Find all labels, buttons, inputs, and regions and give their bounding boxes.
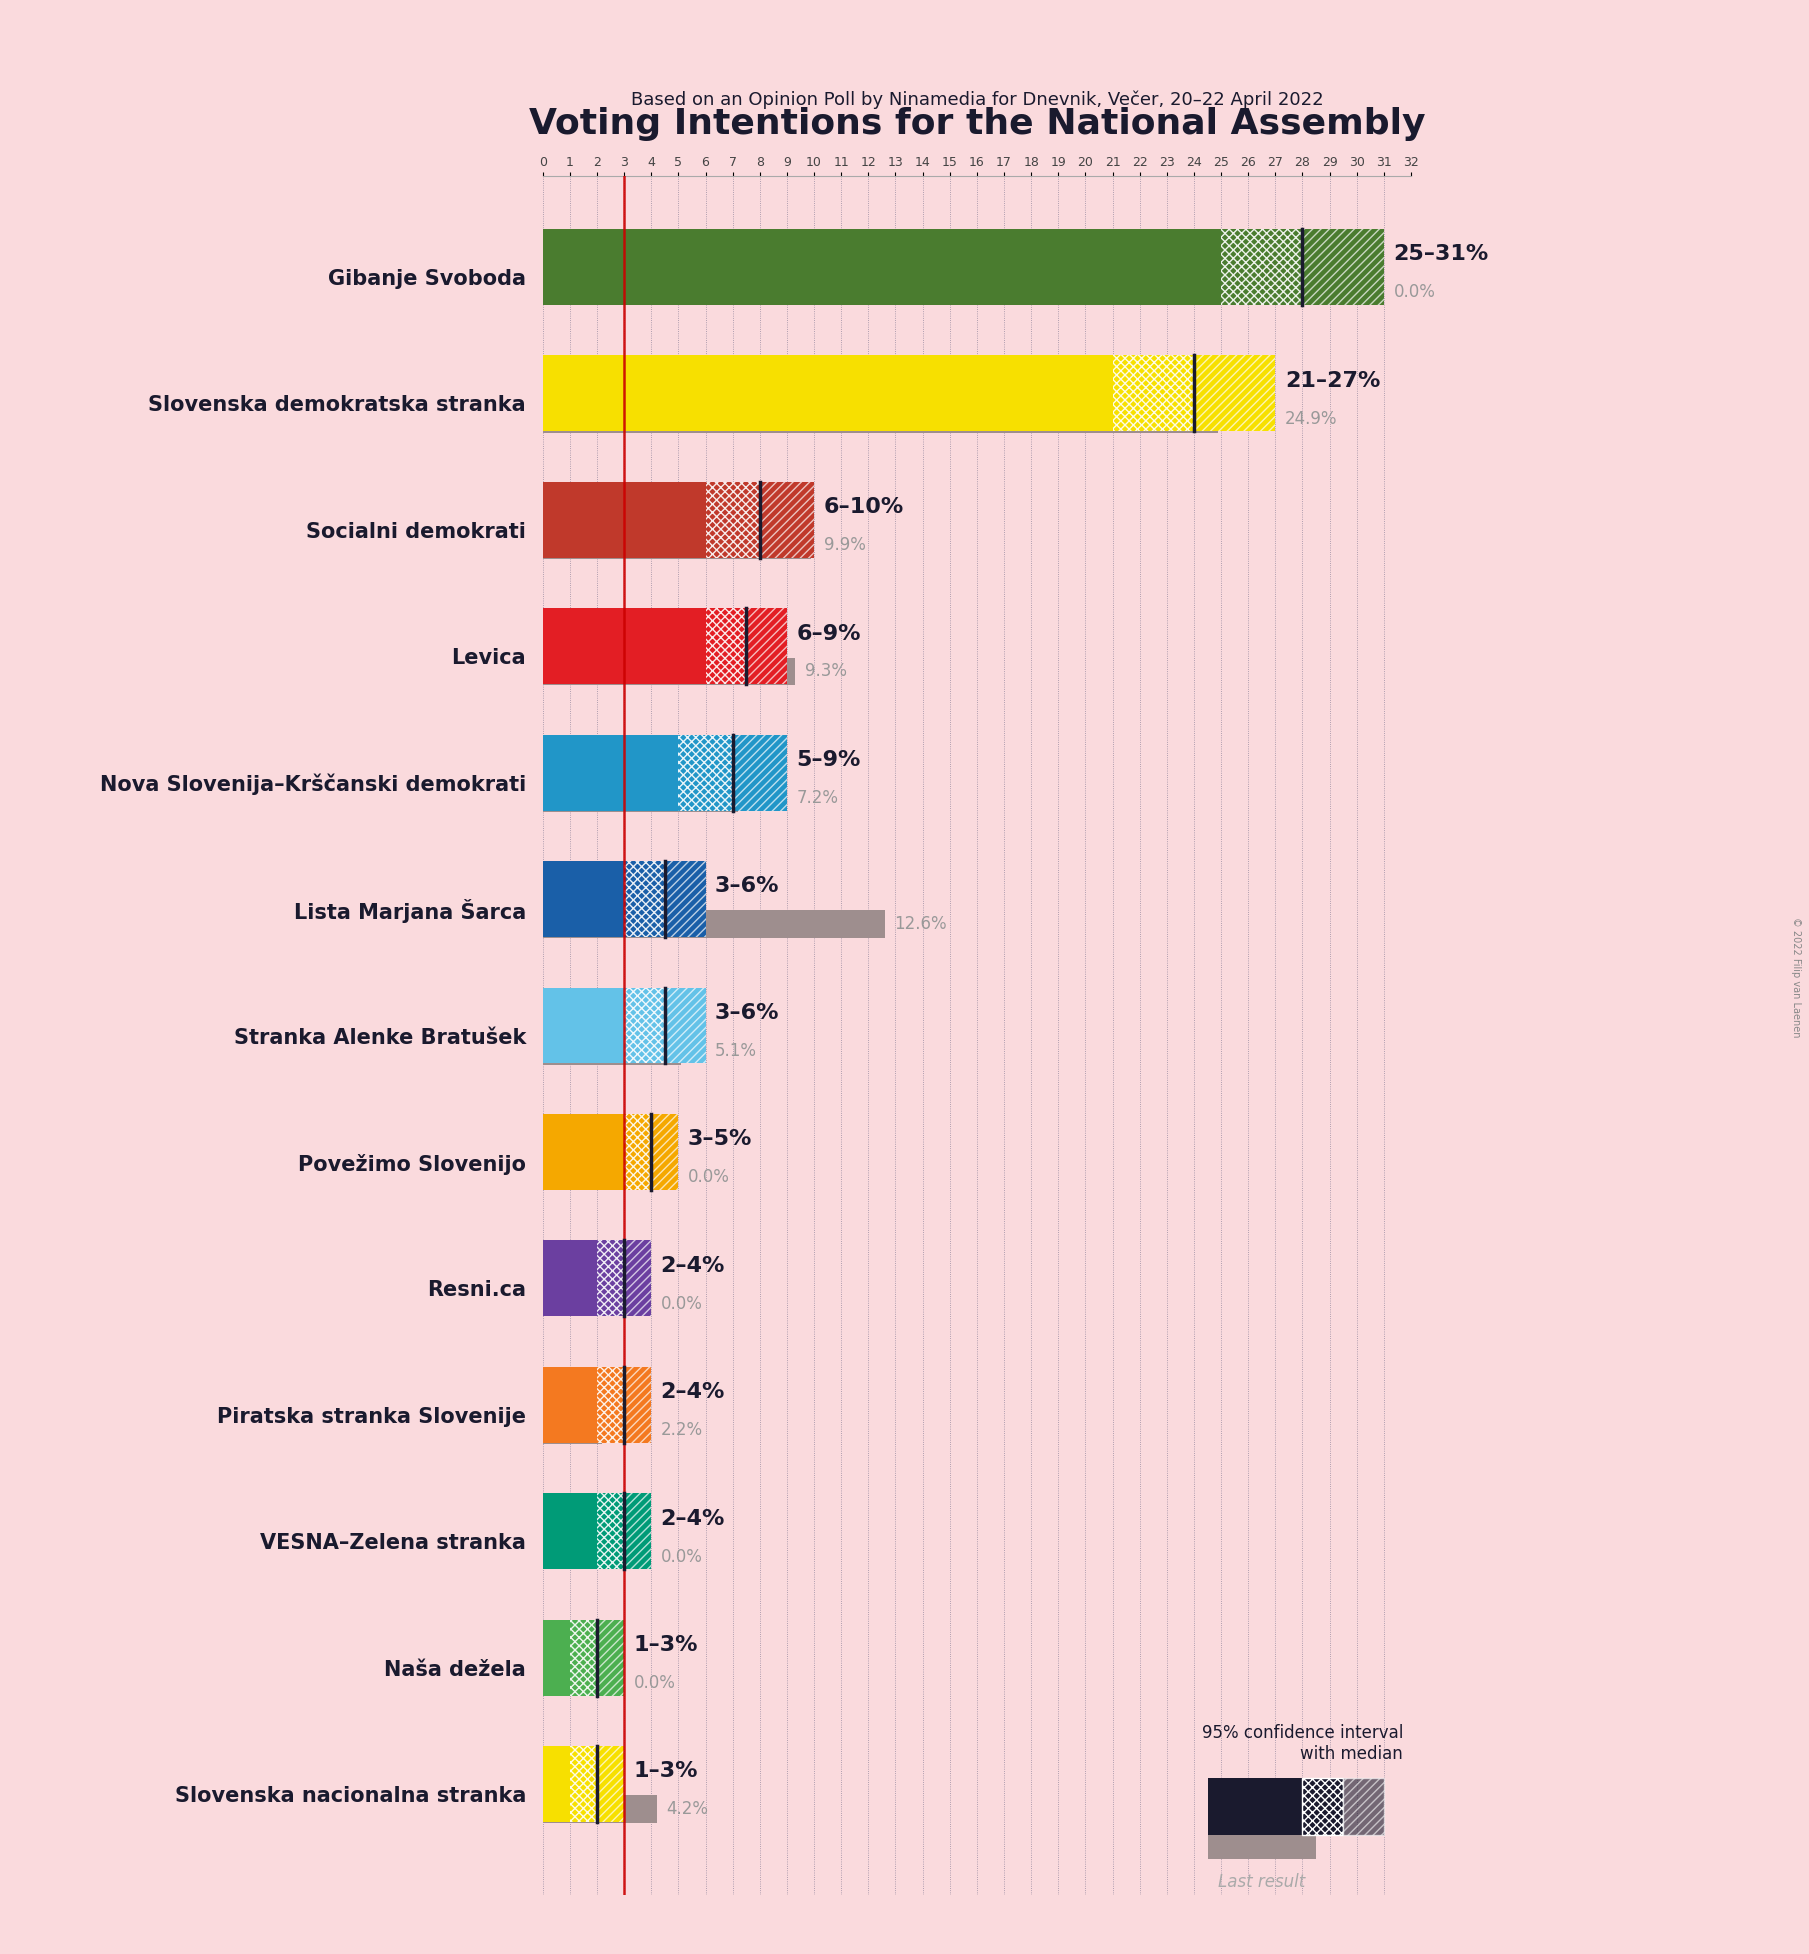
- Bar: [706, 483, 760, 557]
- Bar: [1113, 356, 1194, 432]
- Bar: [1302, 229, 1384, 305]
- Bar: [543, 229, 1384, 305]
- Bar: [1221, 229, 1302, 305]
- Text: 1–3%: 1–3%: [633, 1635, 698, 1655]
- Bar: [664, 862, 706, 938]
- Bar: [543, 911, 885, 938]
- Bar: [543, 784, 738, 811]
- Bar: [543, 356, 1275, 432]
- Bar: [624, 1241, 651, 1317]
- Text: 0.0%: 0.0%: [687, 1168, 729, 1186]
- Bar: [543, 1241, 651, 1317]
- Bar: [543, 1747, 624, 1821]
- Bar: [543, 608, 787, 684]
- Text: © 2022 Filip van Laenen: © 2022 Filip van Laenen: [1791, 916, 1802, 1038]
- Bar: [624, 862, 664, 938]
- Bar: [543, 1493, 651, 1569]
- Bar: [624, 1368, 651, 1442]
- Text: 3–6%: 3–6%: [715, 877, 780, 897]
- Text: 0.0%: 0.0%: [660, 1548, 702, 1565]
- Text: 6–10%: 6–10%: [823, 496, 904, 518]
- Bar: [1208, 1778, 1302, 1835]
- Text: 0.0%: 0.0%: [633, 1675, 675, 1692]
- Bar: [543, 1620, 624, 1696]
- Text: 5–9%: 5–9%: [796, 750, 861, 770]
- Bar: [543, 404, 1219, 432]
- Bar: [624, 1114, 651, 1190]
- Text: 5.1%: 5.1%: [715, 1041, 756, 1059]
- Bar: [543, 1114, 678, 1190]
- Text: 2–4%: 2–4%: [660, 1381, 725, 1403]
- Bar: [543, 987, 706, 1063]
- Bar: [1194, 356, 1275, 432]
- Bar: [706, 608, 745, 684]
- Text: 21–27%: 21–27%: [1284, 371, 1380, 391]
- Text: 1–3%: 1–3%: [633, 1761, 698, 1782]
- Bar: [597, 1368, 624, 1442]
- Bar: [543, 483, 814, 557]
- Text: 95% confidence interval
with median: 95% confidence interval with median: [1201, 1723, 1404, 1763]
- Text: 24.9%: 24.9%: [1284, 410, 1337, 428]
- Text: 12.6%: 12.6%: [894, 914, 946, 934]
- Bar: [597, 1241, 624, 1317]
- Bar: [543, 735, 787, 811]
- Bar: [733, 735, 787, 811]
- Bar: [543, 531, 810, 559]
- Text: 9.9%: 9.9%: [823, 535, 865, 555]
- Bar: [543, 658, 794, 686]
- Text: 2–4%: 2–4%: [660, 1508, 725, 1528]
- Text: 3–6%: 3–6%: [715, 1002, 780, 1022]
- Bar: [570, 1620, 597, 1696]
- Bar: [597, 1493, 624, 1569]
- Bar: [678, 735, 733, 811]
- Bar: [1208, 1831, 1315, 1858]
- Bar: [570, 1747, 597, 1821]
- Bar: [624, 1493, 651, 1569]
- Text: 2–4%: 2–4%: [660, 1256, 725, 1276]
- Bar: [597, 1620, 624, 1696]
- Text: 3–5%: 3–5%: [687, 1129, 753, 1149]
- Bar: [597, 1747, 624, 1821]
- Bar: [760, 483, 814, 557]
- Text: 9.3%: 9.3%: [805, 662, 847, 680]
- Bar: [543, 1368, 651, 1442]
- Bar: [664, 987, 706, 1063]
- Text: 0.0%: 0.0%: [1393, 283, 1435, 301]
- Text: 0.0%: 0.0%: [660, 1296, 702, 1313]
- Text: 25–31%: 25–31%: [1393, 244, 1489, 264]
- Bar: [543, 862, 706, 938]
- Bar: [543, 1038, 680, 1065]
- Text: 7.2%: 7.2%: [796, 789, 838, 807]
- Title: Voting Intentions for the National Assembly: Voting Intentions for the National Assem…: [528, 107, 1425, 141]
- Bar: [1302, 1778, 1342, 1835]
- Bar: [1342, 1778, 1384, 1835]
- Bar: [543, 1417, 602, 1444]
- Bar: [624, 987, 664, 1063]
- Bar: [543, 1796, 657, 1823]
- Text: 6–9%: 6–9%: [796, 623, 861, 643]
- Text: 2.2%: 2.2%: [660, 1421, 704, 1438]
- Text: 4.2%: 4.2%: [666, 1800, 707, 1819]
- Text: Last result: Last result: [1217, 1872, 1306, 1891]
- Text: Based on an Opinion Poll by Ninamedia for Dnevnik, Večer, 20–22 April 2022: Based on an Opinion Poll by Ninamedia fo…: [631, 90, 1322, 109]
- Bar: [745, 608, 787, 684]
- Bar: [651, 1114, 678, 1190]
